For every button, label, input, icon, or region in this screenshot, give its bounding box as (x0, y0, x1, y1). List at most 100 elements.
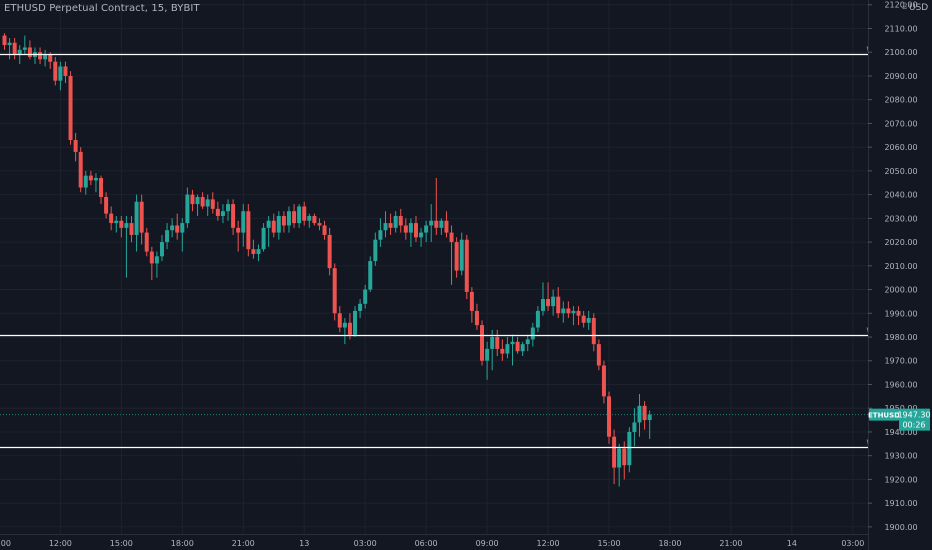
candle-body (17, 49, 22, 55)
currency-label[interactable]: USD (909, 3, 929, 13)
candle-body (383, 223, 388, 231)
candle-down (642, 401, 647, 430)
time-axis[interactable]: 09:00 12:00 15:00 18:00 21:00 13 03:00 06:00 09:… (0, 534, 868, 550)
candle-body (22, 47, 27, 50)
x-tick-label: 09:00 (0, 539, 11, 548)
y-tick-label: 2010.00 (884, 262, 917, 271)
candle-down (612, 429, 617, 485)
candle-down (317, 218, 322, 231)
candle-body (109, 213, 114, 224)
candle-down (581, 310, 586, 328)
candle-body (464, 239, 469, 292)
y-tick-label: 1970.00 (884, 357, 917, 366)
candle-body (393, 215, 398, 228)
candle-up (358, 299, 363, 319)
logo-icon[interactable]: 2 (902, 2, 908, 12)
candle-down (337, 306, 342, 333)
candle-down (215, 201, 220, 221)
x-tick-label: 21:00 (719, 539, 742, 548)
candle-up (419, 227, 424, 247)
candle-down (236, 220, 241, 252)
candle-body (246, 211, 251, 250)
x-tick-label: 13 (299, 539, 309, 548)
y-tick-label: 2090.00 (884, 72, 917, 81)
candle-down (53, 56, 58, 86)
candle-body (561, 308, 566, 314)
candle-down (388, 213, 393, 235)
candle-up (159, 234, 164, 262)
candle-up (124, 215, 129, 278)
candle-body (43, 54, 48, 60)
candle-body (469, 291, 474, 311)
candle-body (632, 422, 637, 432)
candle-up (307, 213, 312, 228)
candle-up (165, 223, 170, 250)
y-tick-label: 2050.00 (884, 167, 917, 176)
x-tick-label: 14 (787, 539, 797, 548)
candle-up (586, 310, 591, 330)
candle-body (607, 396, 612, 437)
candle-body (571, 310, 576, 314)
candle-up (368, 256, 373, 292)
candle-down (251, 239, 256, 259)
candle-body (266, 220, 271, 228)
price-tag-value: 1947.30 (897, 411, 930, 420)
price-axis[interactable]: 1900.001910.001920.001930.001940.001950.… (868, 0, 932, 550)
candle-down (566, 301, 571, 319)
candle-body (276, 215, 281, 233)
candle-body (510, 341, 515, 345)
candle-body (119, 220, 124, 228)
x-tick-label: 09:00 (476, 539, 499, 548)
candle-body (480, 325, 485, 361)
candle-down (327, 227, 332, 276)
candle-up (408, 218, 413, 247)
candle-down (104, 192, 109, 219)
candle-down (576, 306, 581, 326)
candle-up (22, 35, 27, 55)
candle-up (134, 194, 139, 252)
candle-body (185, 194, 190, 224)
candle-body (551, 296, 556, 307)
candle-body (286, 211, 291, 226)
candle-body (495, 337, 500, 349)
y-tick-label: 1980.00 (884, 333, 917, 342)
candle-down (495, 329, 500, 356)
candle-down (302, 201, 307, 226)
candle-body (546, 299, 551, 307)
candle-down (73, 132, 78, 162)
candle-body (175, 225, 180, 233)
y-tick-label: 1990.00 (884, 309, 917, 318)
candle-body (373, 239, 378, 262)
candle-down (38, 47, 43, 65)
y-tick-label: 2060.00 (884, 143, 917, 152)
candle-body (622, 448, 627, 466)
y-tick-label: 1960.00 (884, 380, 917, 389)
candle-up (530, 322, 535, 347)
candle-up (373, 232, 378, 266)
candle-body (256, 249, 261, 254)
candle-body (99, 178, 104, 197)
candle-body (398, 215, 403, 226)
candle-body (307, 215, 312, 221)
candle-up (256, 244, 261, 262)
candle-up (637, 393, 642, 437)
y-tick-label: 2000.00 (884, 286, 917, 295)
candle-body (566, 308, 571, 314)
candle-down (68, 71, 73, 145)
candle-body (241, 211, 246, 233)
candle-down (210, 192, 215, 214)
candle-body (353, 310, 358, 335)
candle-down (200, 192, 205, 209)
x-tick-label: 12:00 (49, 539, 72, 548)
candle-body (134, 201, 139, 235)
candle-up (297, 204, 302, 228)
y-tick-label: 2100.00 (884, 48, 917, 57)
candle-body (312, 215, 317, 224)
candle-up (510, 334, 515, 366)
y-tick-label: 1900.00 (884, 523, 917, 532)
candle-down (149, 246, 154, 281)
candle-up (540, 282, 545, 316)
candle-down (546, 282, 551, 311)
